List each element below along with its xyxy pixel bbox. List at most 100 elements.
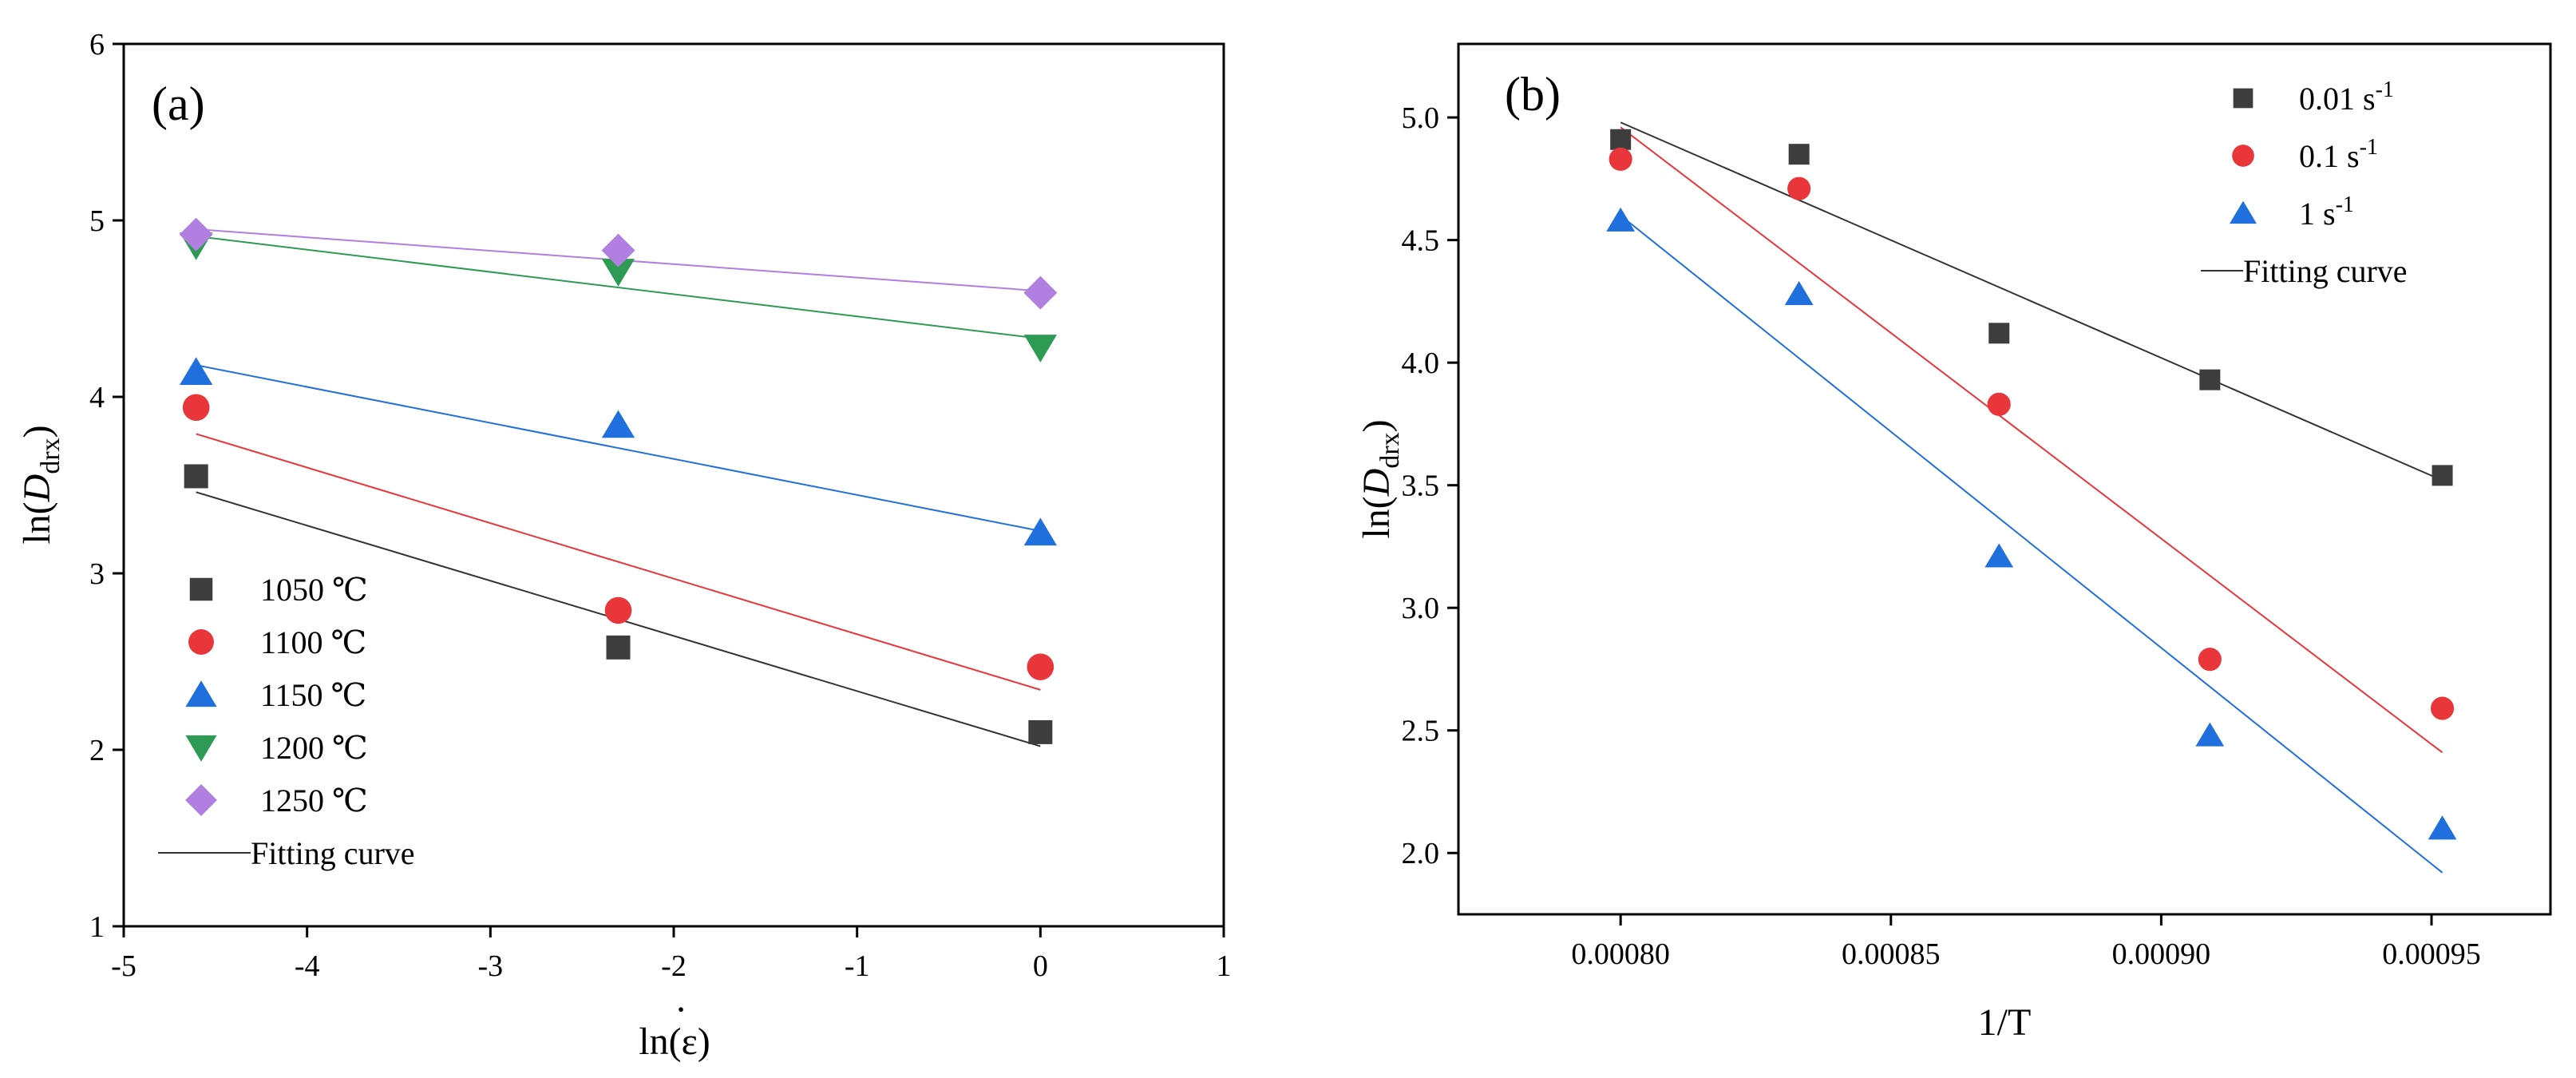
- legend-text: 0.01 s: [2299, 81, 2376, 117]
- legend: 1050 ℃ 1100 ℃ 1150 ℃ 1200 ℃ 1250 ℃ Fitting cu…: [158, 572, 415, 871]
- x-tick-label: 0.00080: [1571, 937, 1670, 971]
- x-tick-label: -2: [661, 949, 687, 983]
- y-axis-label: ln(Ddrx): [16, 425, 65, 544]
- legend-text: 1200 ℃: [260, 730, 368, 766]
- legend-text: 1100 ℃: [260, 624, 366, 660]
- x-axis-label-dot: ·: [675, 989, 687, 1031]
- panel-label: (a): [152, 77, 205, 130]
- legend-marker-3: [185, 735, 217, 762]
- y-tick-label: 1: [89, 910, 105, 944]
- y-tick-label: 3.5: [1402, 470, 1440, 503]
- y-label-subscript: drx: [36, 438, 65, 474]
- y-label-subscript: drx: [1375, 432, 1405, 468]
- fit-line-0: [1620, 121, 2443, 482]
- y-tick-label: 4: [89, 381, 105, 414]
- fit-line-1: [196, 433, 1041, 691]
- y-tick-label: 3: [89, 557, 105, 591]
- legend-marker-4: [185, 784, 217, 816]
- data-point-s1-p1: [604, 596, 632, 624]
- data-point-s2-p2: [1984, 543, 2014, 568]
- fit-line-1: [1620, 126, 2443, 754]
- fit-line-3: [196, 235, 1041, 340]
- legend-label-2: 1150 ℃: [260, 677, 366, 713]
- data-point-s1-p0: [182, 394, 210, 422]
- legend-marker-2: [2230, 200, 2257, 224]
- x-tick-label: 0.00090: [2112, 937, 2211, 971]
- fit-line-2: [1620, 215, 2443, 874]
- legend-marker-2: [185, 680, 217, 707]
- data-point-s3-p1: [601, 259, 635, 287]
- y-label-symbol: D: [1355, 469, 1398, 497]
- legend-superscript: -1: [2336, 192, 2354, 217]
- data-point-s0-p3: [2199, 369, 2221, 390]
- data-point-s0-p2: [1988, 323, 2010, 344]
- x-tick-label: -1: [845, 949, 870, 983]
- x-tick-label: -5: [111, 949, 137, 983]
- y-label-prefix: ln(: [1355, 496, 1398, 538]
- y-tick-label: 5: [89, 204, 105, 238]
- data-point-s0-p4: [2432, 465, 2453, 486]
- legend-fit-label: Fitting curve: [251, 835, 415, 871]
- x-tick-label: -3: [478, 949, 504, 983]
- y-tick-label: 3.0: [1402, 592, 1440, 625]
- data-point-s1-p0: [1609, 147, 1632, 171]
- y-tick-label: 5.0: [1402, 101, 1440, 135]
- x-tick-label: -4: [295, 949, 320, 983]
- data-point-s1-p1: [1787, 176, 1811, 200]
- legend-marker-0: [189, 577, 213, 601]
- legend-text: 1050 ℃: [260, 572, 368, 608]
- legend-label-1: 1100 ℃: [260, 624, 366, 660]
- plot-frame: [1457, 42, 2552, 916]
- data-point-s2-p3: [2195, 722, 2225, 747]
- legend-marker-1: [2232, 145, 2254, 167]
- chart-panel-b: 0.00080 0.00085 0.00090 0.00095 2.0 2.5 3.0 3.5…: [1355, 42, 2552, 1044]
- legend-label-2: 1 s-1: [2299, 192, 2354, 232]
- legend-label-3: 1200 ℃: [260, 730, 368, 766]
- chart-panel-a: -5 -4 -3 -2 -1 0 1 1 2 3 4 5 6 (a) ln(ε)· ln(Ddrx) 1050 …: [16, 28, 1232, 1063]
- data-point-s2-p1: [601, 410, 635, 438]
- y-tick-label: 2.0: [1402, 837, 1440, 870]
- x-axis-label: 1/T: [1978, 1001, 2032, 1044]
- x-tick-label: 0: [1033, 949, 1048, 983]
- data-point-s0-p2: [1028, 719, 1053, 744]
- data-point-s4-p0: [179, 217, 213, 252]
- legend-text: 1 s: [2299, 196, 2336, 232]
- legend-superscript: -1: [2376, 77, 2394, 102]
- data-point-s0-p1: [606, 635, 631, 660]
- panel-label: (b): [1505, 68, 1561, 121]
- data-point-s1-p3: [2198, 648, 2222, 672]
- y-tick-label: 6: [89, 28, 105, 61]
- data-point-s1-p2: [1987, 392, 2011, 416]
- data-point-s2-p4: [2428, 815, 2457, 840]
- y-axis-label: ln(Ddrx): [1355, 419, 1405, 538]
- data-point-s1-p4: [2430, 696, 2455, 720]
- x-tick-label: 0.00095: [2382, 937, 2481, 971]
- data-point-s0-p1: [1788, 144, 1810, 165]
- legend-label-0: 1050 ℃: [260, 572, 368, 608]
- fit-line-2: [196, 364, 1041, 532]
- data-point-s0-p0: [184, 464, 208, 489]
- legend-fit-label: Fitting curve: [2243, 253, 2408, 289]
- x-tick-label: 1: [1217, 949, 1232, 983]
- legend-marker-0: [2233, 88, 2254, 109]
- legend-text: 1150 ℃: [260, 677, 366, 713]
- data-point-s2-p0: [180, 357, 213, 385]
- legend-marker-1: [188, 629, 214, 655]
- data-point-s2-p2: [1023, 517, 1057, 546]
- x-tick-label: 0.00085: [1842, 937, 1941, 971]
- y-label-suffix: ): [16, 425, 58, 438]
- data-point-s0-p0: [1610, 129, 1632, 150]
- data-point-s2-p1: [1784, 280, 1814, 305]
- data-point-s4-p2: [1023, 275, 1058, 310]
- x-axis-label: ln(ε): [639, 1021, 710, 1063]
- y-label-prefix: ln(: [16, 501, 58, 544]
- y-tick-label: 4.0: [1402, 347, 1440, 380]
- y-tick-label: 2.5: [1402, 715, 1440, 748]
- legend-label-4: 1250 ℃: [260, 783, 368, 818]
- y-tick-label: 2: [89, 734, 105, 767]
- y-label-symbol: D: [16, 474, 58, 503]
- legend-text: 1250 ℃: [260, 783, 368, 818]
- data-point-s1-p2: [1027, 653, 1055, 680]
